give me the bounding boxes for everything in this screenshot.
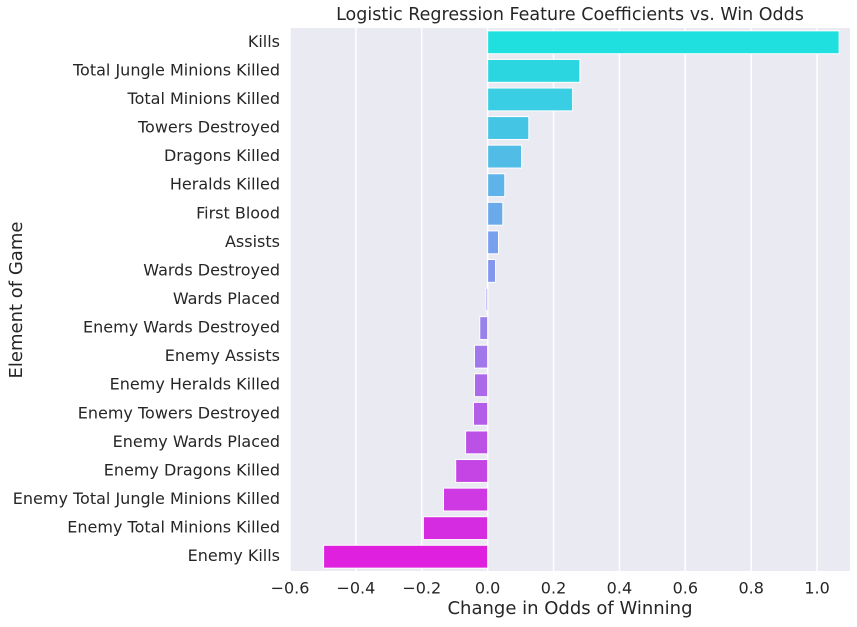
bar (487, 116, 530, 140)
bar (487, 144, 523, 169)
x-tick-label: 0.4 (607, 579, 632, 598)
bar (487, 258, 497, 283)
bar (487, 30, 840, 55)
x-tick-label: 0.2 (541, 579, 566, 598)
bar (479, 316, 489, 341)
y-tick-label: Towers Destroyed (137, 118, 280, 137)
bar (487, 58, 581, 83)
bar (323, 544, 489, 569)
y-tick-label: Enemy Heralds Killed (110, 375, 280, 394)
x-tick-label: −0.4 (336, 579, 375, 598)
bar (473, 373, 489, 398)
y-tick-label: Enemy Wards Placed (113, 432, 280, 451)
y-tick-label: Enemy Towers Destroyed (78, 403, 280, 422)
x-tick-label: 0.8 (738, 579, 763, 598)
y-tick-label: Kills (248, 32, 280, 51)
x-tick-label: 0.6 (673, 579, 698, 598)
y-tick-label: Assists (225, 232, 280, 251)
bar (422, 516, 489, 541)
x-tick-label: −0.6 (271, 579, 310, 598)
x-axis-label: Change in Odds of Winning (447, 598, 692, 619)
y-tick-label: Enemy Wards Destroyed (83, 318, 280, 337)
bar (443, 487, 489, 512)
y-tick-label: Enemy Kills (188, 546, 280, 565)
y-tick-label: Enemy Assists (165, 346, 280, 365)
y-tick-label: Wards Placed (173, 289, 280, 308)
y-axis-label: Element of Game (6, 222, 27, 379)
y-tick-label: Enemy Total Minions Killed (67, 518, 280, 537)
y-tick-label: Enemy Dragons Killed (104, 460, 280, 479)
y-tick-label: Total Jungle Minions Killed (72, 60, 280, 79)
bar (472, 401, 489, 426)
y-tick-label: Total Minions Killed (127, 89, 280, 108)
y-tick-label: Wards Destroyed (143, 260, 280, 279)
x-tick-label: −0.2 (402, 579, 441, 598)
bar (455, 459, 489, 483)
bar (487, 173, 506, 198)
bar (473, 344, 489, 369)
y-tick-label: Dragons Killed (164, 146, 280, 165)
bar (485, 287, 489, 312)
bar (487, 87, 574, 112)
bar (465, 430, 489, 455)
y-tick-label: First Blood (196, 203, 280, 222)
x-tick-label: 0.0 (475, 579, 500, 598)
bar (487, 230, 500, 255)
x-tick-label: 1.0 (804, 579, 829, 598)
chart-title: Logistic Regression Feature Coefficients… (336, 5, 804, 25)
bar (487, 201, 504, 226)
y-tick-label: Enemy Total Jungle Minions Killed (13, 489, 280, 508)
y-tick-label: Heralds Killed (170, 175, 280, 194)
plot-area (290, 28, 850, 571)
